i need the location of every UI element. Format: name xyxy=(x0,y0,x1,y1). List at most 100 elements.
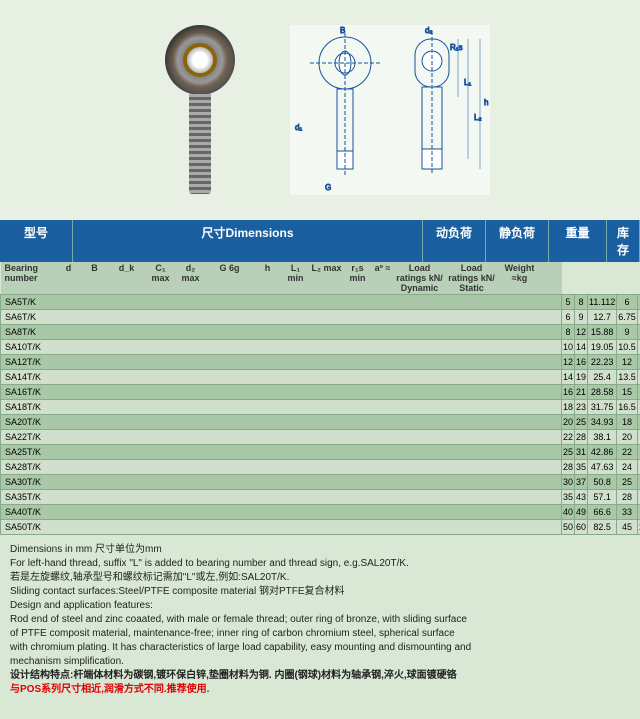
table-row: SA14T/K141925.413.536M146036780.61524310… xyxy=(1,370,640,385)
cell: 25 xyxy=(562,445,575,460)
cell: SA22T/K xyxy=(1,430,562,445)
cell: 16.5 xyxy=(617,400,638,415)
cell: 19 xyxy=(575,370,588,385)
col-header: aº ≈ xyxy=(372,262,394,294)
cell: 31 xyxy=(575,445,588,460)
note-line: mechanism simplification. xyxy=(10,655,630,669)
cell: SA50T/K xyxy=(1,520,562,535)
cell: 50 xyxy=(562,520,575,535)
cell: 16 xyxy=(575,355,588,370)
cell: 49 xyxy=(575,505,588,520)
cell: 28.58 xyxy=(588,385,617,400)
col-header: G 6g xyxy=(206,262,254,294)
cell: SA18T/K xyxy=(1,400,562,415)
cell: 19.05 xyxy=(588,340,617,355)
cell: 35 xyxy=(575,460,588,475)
col-header: B xyxy=(82,262,108,294)
cell: 50.8 xyxy=(588,475,617,490)
cell: 40 xyxy=(562,505,575,520)
table-row: SA40T/K404966.63391M42x215090195.51.0172… xyxy=(1,505,640,520)
cell: 11.112 xyxy=(588,295,617,310)
table-header-main: 型号 尺寸Dimensions 动负荷 静负荷 重量 库存 xyxy=(0,220,640,262)
cell: 42.86 xyxy=(588,445,617,460)
cell: 34.93 xyxy=(588,415,617,430)
cell: 6 xyxy=(617,295,638,310)
cell: 12 xyxy=(617,355,638,370)
col-header: h xyxy=(254,262,282,294)
cell: 57.1 xyxy=(588,490,617,505)
svg-text:G: G xyxy=(325,183,331,192)
cell: SA28T/K xyxy=(1,460,562,475)
cell: 23 xyxy=(575,400,588,415)
figure-area: B d₁ G d₂ R₁s L₁ L₂ h xyxy=(0,0,640,220)
ring-outer xyxy=(165,25,235,95)
note-line: 设计结构特点:杆端体材料为碳钢,镀环保白锌,垫圈材料为铜. 内圈(钢球)材料为轴… xyxy=(10,669,630,683)
cell: SA5T/K xyxy=(1,295,562,310)
cell: 25.4 xyxy=(588,370,617,385)
cell: 12 xyxy=(575,325,588,340)
cell: 28 xyxy=(617,490,638,505)
notes-block: Dimensions in mm 尺寸单位为mm For left-hand t… xyxy=(0,535,640,705)
cell: 15.88 xyxy=(588,325,617,340)
col-header: Load ratings kN/ Dynamic xyxy=(394,262,446,294)
header-model: 型号 xyxy=(0,220,73,262)
cell: 20 xyxy=(617,430,638,445)
cell: 8 xyxy=(575,295,588,310)
table-row: SA30T/K303750.82570M30x2110661450.617881… xyxy=(1,475,640,490)
cell: 22 xyxy=(562,430,575,445)
cell: 31.75 xyxy=(588,400,617,415)
table-row: SA16T/K162128.581542M166637870.61528.539… xyxy=(1,385,640,400)
note-line: Rod end of steel and zinc coaated, with … xyxy=(10,613,630,627)
note-line: For left-hand thread, suffix "L" is adde… xyxy=(10,557,630,571)
col-header: Load ratings kN/ Static xyxy=(446,262,498,294)
table-row: SA35T/K354357.12881M36x214085180.50.6181… xyxy=(1,490,640,505)
cell: 9 xyxy=(617,325,638,340)
cell: 38.1 xyxy=(588,430,617,445)
cell: SA6T/K xyxy=(1,310,562,325)
cell: 13.5 xyxy=(617,370,638,385)
cell: SA20T/K xyxy=(1,415,562,430)
table-row: SA6T/K6912.76.7520M63621460.3137.27.650.… xyxy=(1,310,640,325)
cell: 6.75 xyxy=(617,310,638,325)
cell: 22 xyxy=(617,445,638,460)
cell: 28 xyxy=(575,430,588,445)
header-weight: 重量 xyxy=(549,220,607,262)
cell: 5 xyxy=(562,295,575,310)
cell: 8 xyxy=(562,325,575,340)
note-line: Sliding contact surfaces:Steel/PTFE comp… xyxy=(10,585,630,599)
note-line: with chromium plating. It has characteri… xyxy=(10,641,630,655)
svg-text:L₁: L₁ xyxy=(464,78,471,87)
cell: 18 xyxy=(617,415,638,430)
cell: 10 xyxy=(562,340,575,355)
rod-end-photo xyxy=(150,20,250,200)
col-header: L₁ min xyxy=(282,262,310,294)
header-dynamic: 动负荷 xyxy=(423,220,486,262)
note-line: Design and application features: xyxy=(10,599,630,613)
note-line-red: 与POS系列尺寸相近,润滑方式不同.推荐使用. xyxy=(10,683,630,697)
cell: 22.23 xyxy=(588,355,617,370)
svg-text:d₁: d₁ xyxy=(295,123,302,132)
cell: 21 xyxy=(575,385,588,400)
table-row: SA22T/K222838.12054M22x1.584481110.61557… xyxy=(1,430,640,445)
cell: SA14T/K xyxy=(1,370,562,385)
cell: 18 xyxy=(562,400,575,415)
svg-text:d₂: d₂ xyxy=(425,26,433,35)
cell: SA10T/K xyxy=(1,340,562,355)
cell: 14 xyxy=(575,340,588,355)
svg-text:R₁s: R₁s xyxy=(450,43,462,52)
cell: 37 xyxy=(575,475,588,490)
cell: SA16T/K xyxy=(1,385,562,400)
svg-text:h: h xyxy=(484,98,488,107)
table-row: SA10T/K101419.0510.528M104828620.61314.5… xyxy=(1,340,640,355)
col-header: C₁ max xyxy=(146,262,176,294)
svg-text:L₂: L₂ xyxy=(474,113,482,122)
cell: 6 xyxy=(562,310,575,325)
table-row: SA12T/K121622.231232M125432700.61317240.… xyxy=(1,355,640,370)
cell: 43 xyxy=(575,490,588,505)
col-header: Weight ≈kg xyxy=(498,262,542,294)
cell: 14 xyxy=(562,370,575,385)
cell: 15 xyxy=(617,385,638,400)
cell: 20 xyxy=(562,415,575,430)
cell: 60 xyxy=(575,520,588,535)
cell: SA30T/K xyxy=(1,475,562,490)
